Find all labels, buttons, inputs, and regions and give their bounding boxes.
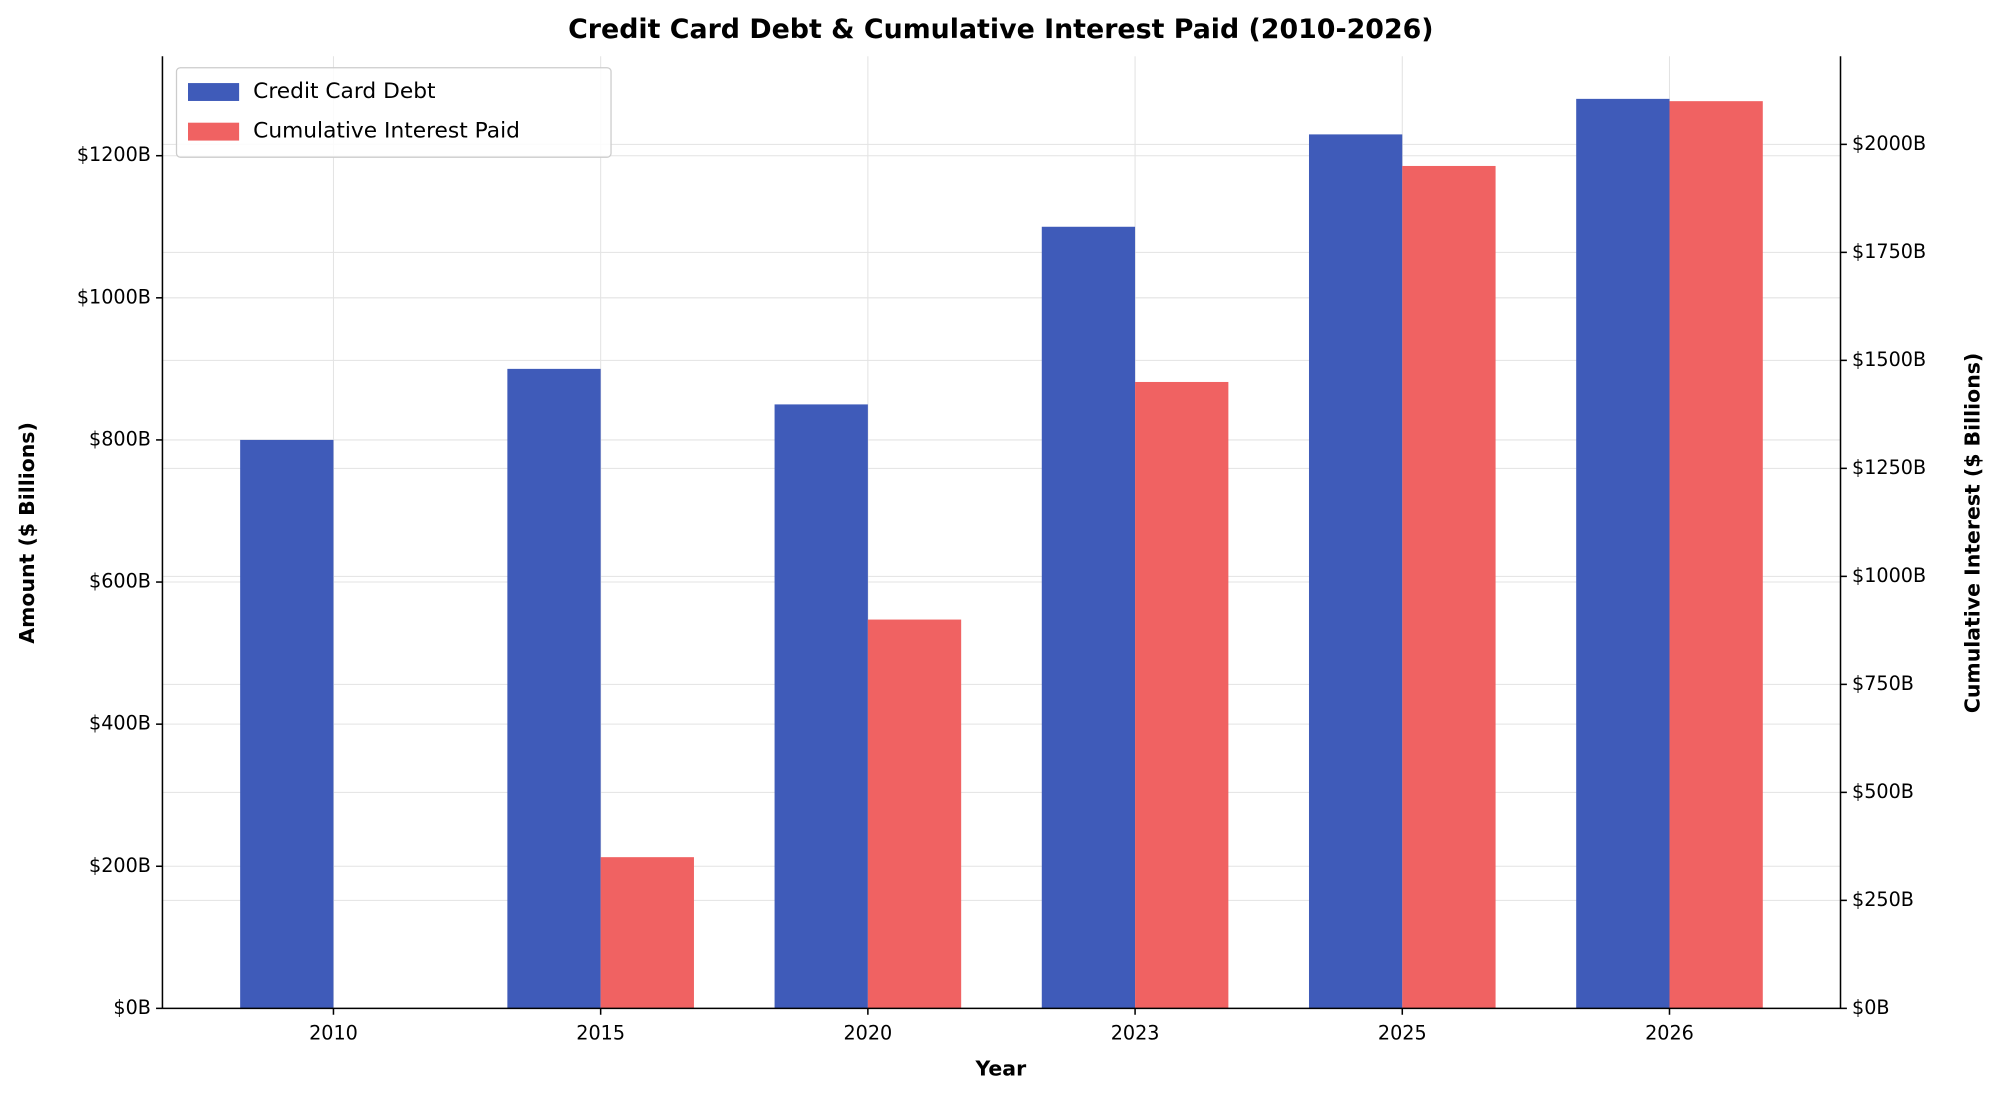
y2-tick-label: $1250B <box>1852 456 1926 479</box>
legend-label: Credit Card Debt <box>253 79 435 104</box>
bar <box>1308 134 1403 1009</box>
x-tick-label: 2025 <box>1378 1021 1427 1044</box>
y-axis-label: Amount ($ Billions) <box>15 422 39 644</box>
y2-tick-label: $250B <box>1852 888 1914 911</box>
bar <box>600 857 694 1009</box>
bar <box>1576 98 1670 1009</box>
chart-title: Credit Card Debt & Cumulative Interest P… <box>568 14 1433 45</box>
x-tick-label: 2020 <box>843 1021 892 1044</box>
x-axis-label: Year <box>975 1057 1028 1081</box>
x-tick-label: 2015 <box>576 1021 625 1044</box>
bar <box>240 439 334 1009</box>
y2-tick-label: $2000B <box>1852 132 1926 155</box>
legend-swatch <box>188 83 240 101</box>
y2-tick-label: $500B <box>1852 780 1914 803</box>
bar <box>867 619 962 1009</box>
bar <box>774 404 868 1009</box>
y2-tick-label: $1000B <box>1852 564 1926 587</box>
bar <box>1402 165 1496 1009</box>
y-tick-label: $0B <box>113 996 151 1019</box>
y-tick-label: $600B <box>89 570 151 593</box>
legend-box <box>175 67 612 158</box>
bar <box>507 368 601 1009</box>
y2-tick-label: $0B <box>1852 996 1890 1019</box>
y2-axis-label: Cumulative Interest ($ Billions) <box>1960 353 1984 713</box>
bar <box>1135 381 1229 1009</box>
bar <box>1669 101 1763 1009</box>
y2-tick-label: $750B <box>1852 672 1914 695</box>
legend-swatch <box>188 122 240 141</box>
y2-tick-label: $1500B <box>1852 348 1926 371</box>
x-tick-label: 2023 <box>1111 1021 1160 1044</box>
y-tick-label: $1000B <box>77 285 151 308</box>
legend-label: Cumulative Interest Paid <box>253 119 520 144</box>
x-tick-label: 2026 <box>1645 1021 1694 1044</box>
y2-tick-label: $1750B <box>1852 240 1926 263</box>
y-tick-label: $800B <box>89 427 151 450</box>
y-tick-label: $400B <box>89 712 151 735</box>
y-tick-label: $200B <box>89 854 151 877</box>
x-tick-label: 2010 <box>309 1021 358 1044</box>
bar <box>1041 226 1136 1009</box>
y-tick-label: $1200B <box>77 143 151 166</box>
